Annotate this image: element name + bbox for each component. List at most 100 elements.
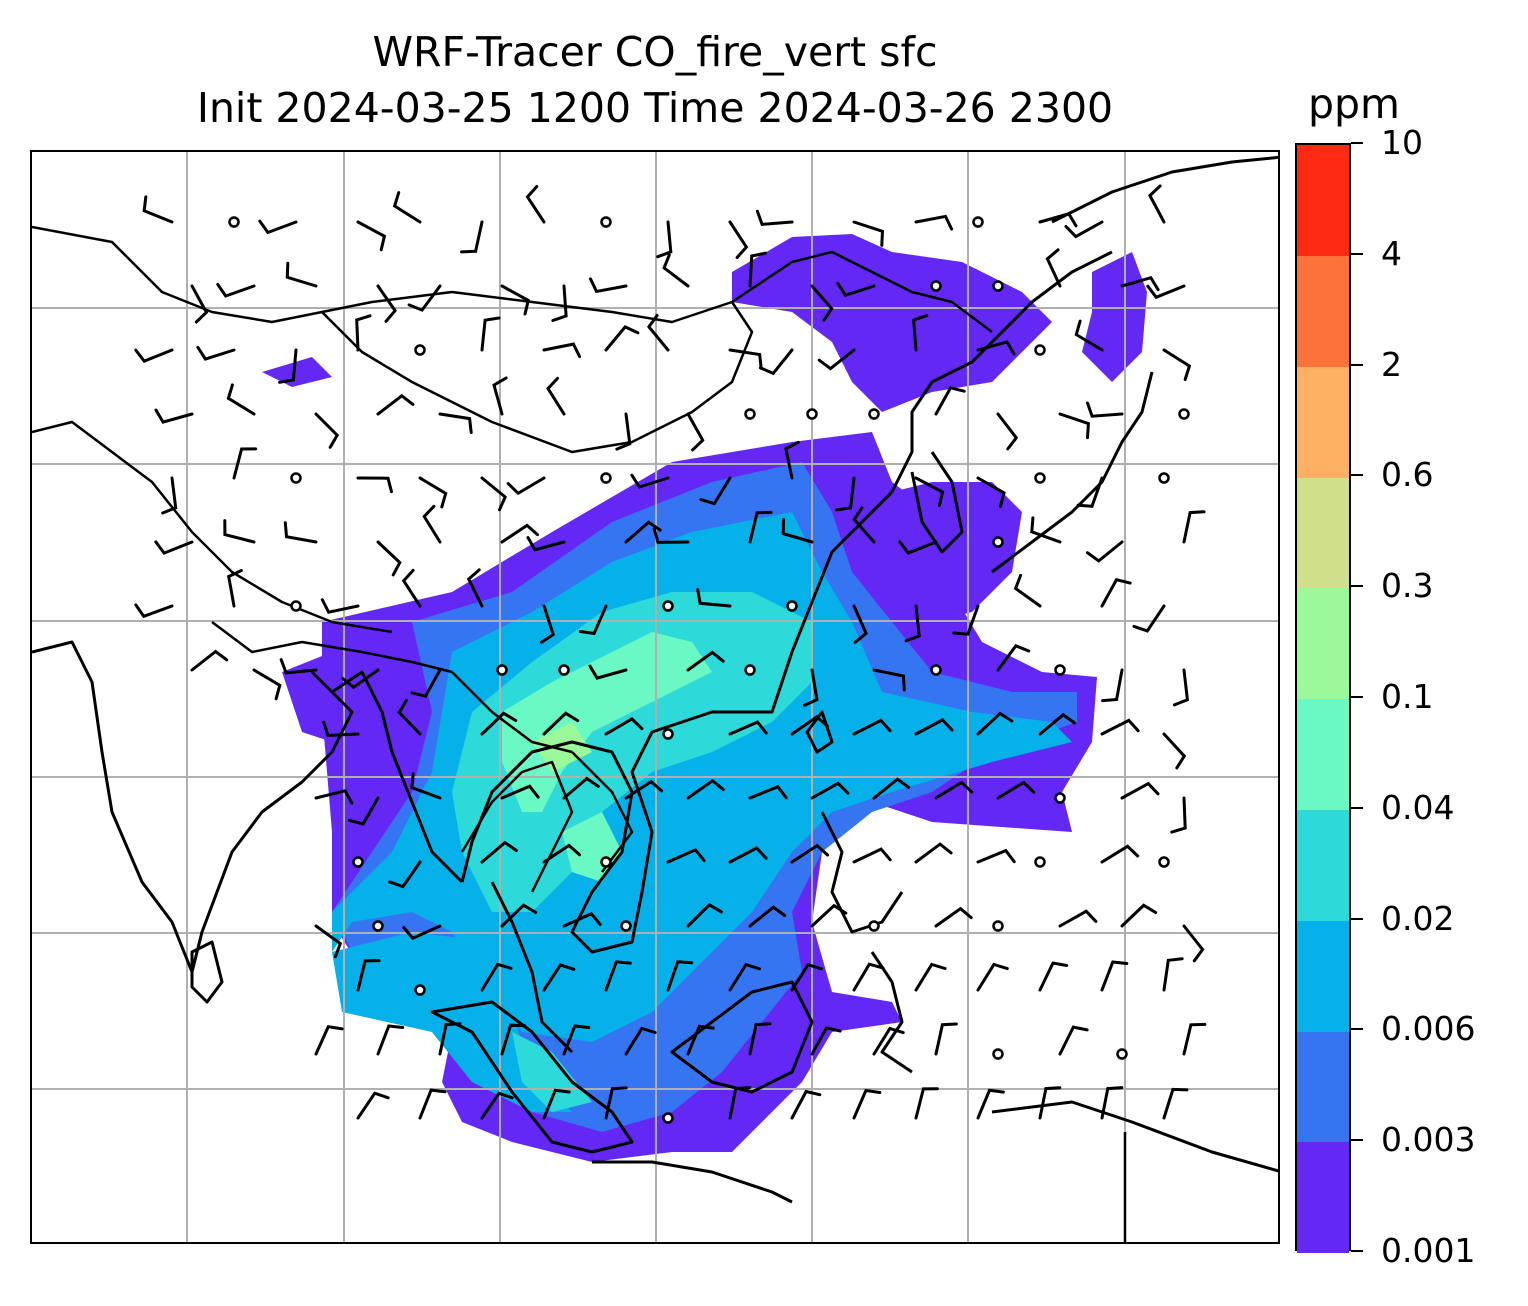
wind-barb [604,1086,628,1120]
wind-barb [1038,212,1078,228]
wind-barb [480,840,518,864]
calm-wind-circle [786,600,798,612]
wind-barb [1148,184,1166,224]
wind-barb [784,440,800,480]
colorbar-segment [1297,588,1349,700]
wind-barb [1162,732,1187,770]
wind-barb [407,284,442,312]
wind-barb [356,476,393,494]
wind-barb [604,325,640,352]
wind-barb [728,1086,752,1120]
map-title-line-1: WRF-Tracer CO_fire_vert sfc [372,28,938,76]
wind-barb [314,789,354,805]
wind-barb [410,772,442,800]
calm-wind-circle [1116,1048,1128,1060]
wind-barb [314,1025,344,1056]
wind-barb [526,536,566,552]
colorbar-tick [1351,474,1363,477]
wind-barb [852,962,885,992]
wind-barb [1058,412,1090,440]
calm-wind-circle [600,216,612,228]
wind-barb [914,718,954,736]
coastline-indochina [460,490,894,954]
wind-barb [748,251,767,288]
wind-barb [258,219,298,235]
wind-barb [525,185,546,224]
wind-barb [1013,573,1042,608]
wind-barb [758,348,794,376]
wind-barb [1182,510,1206,544]
wind-barb [422,504,442,544]
calm-wind-circle [992,536,1004,548]
calm-wind-circle [868,408,880,420]
colorbar-tick [1351,1028,1363,1031]
calm-wind-circle [744,664,756,676]
wind-barb [397,698,422,736]
wind-barb [1064,220,1104,239]
wind-barb [996,412,1019,451]
wind-barb [914,962,947,992]
wind-barb [1038,961,1069,992]
wind-barb [934,780,974,800]
calm-wind-circle [414,984,426,996]
calm-wind-circle [744,408,756,420]
wind-barb [696,588,732,608]
border-myanmar-thailand [460,760,574,893]
wind-barb [1076,476,1104,508]
wind-barb [542,711,580,736]
border-laos-vietnam [571,751,634,873]
calm-wind-circle [1178,408,1190,420]
wind-barb [356,1091,390,1120]
coastline-sumatra [430,1000,634,1154]
wind-barb [480,476,508,512]
wind-barb [226,383,256,416]
border-china-south [451,671,573,754]
wind-barb [466,568,484,608]
wind-barb [283,521,318,544]
colorbar-tick-label: 0.001 [1381,1231,1476,1270]
wind-barb [934,906,973,928]
colorbar-tick-label: 10 [1381,123,1423,162]
wind-barb [836,281,876,297]
wind-barb [656,220,673,259]
wind-barb [356,959,381,992]
wind-barb [196,345,236,361]
calm-wind-circle [352,856,364,868]
border-central-asia [32,420,393,634]
wind-barb [227,569,243,608]
calm-wind-circle [1034,472,1046,484]
calm-wind-circle [620,920,632,932]
wind-barb [666,960,694,992]
coastline-borneo [670,980,814,1094]
wind-barb [1086,401,1124,418]
colorbar-tick [1351,363,1363,366]
wind-barb [686,650,725,672]
calm-wind-circle [1054,792,1066,804]
wind-barb [934,1022,958,1056]
colorbar-segment [1297,477,1349,589]
wind-barb [500,523,539,544]
wind-barb [320,598,360,614]
colorbar-segment [1297,699,1349,810]
wind-barb [898,540,938,555]
wind-barb [976,962,1009,992]
border-himalaya [211,621,453,674]
wind-barb [418,476,448,509]
wind-barb [314,412,340,449]
calm-wind-layer [228,216,1190,1124]
wind-barb [376,1024,405,1056]
wind-barb [624,1026,657,1056]
calm-wind-circle [806,408,818,420]
calm-wind-circle [1158,856,1170,868]
wind-barb [1045,248,1062,288]
coastline-russia-far-east [1051,155,1278,224]
colorbar-tick-label: 4 [1381,233,1402,273]
wind-barb [588,664,628,680]
wind-barb [686,412,705,452]
wind-barb [852,718,892,736]
coastline-india [32,640,354,974]
coastline-taiwan [805,710,834,754]
wind-barb [347,796,380,826]
colorbar-segment [1297,809,1349,921]
wind-barb [223,519,256,544]
